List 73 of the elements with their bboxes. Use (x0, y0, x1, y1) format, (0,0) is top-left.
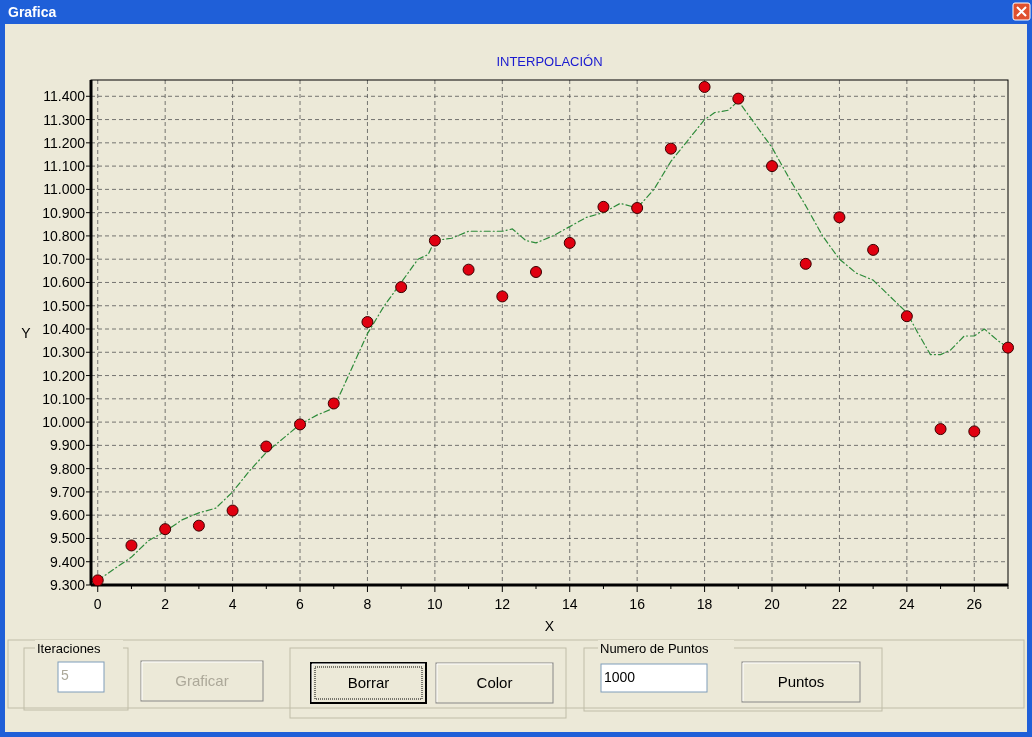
point (867, 243, 880, 256)
chart-title: INTERPOLACIÓN (496, 54, 603, 69)
point (125, 539, 138, 552)
y-tick-label: 10.700 (42, 251, 86, 268)
point (698, 80, 711, 93)
x-tick-label: 26 (966, 596, 983, 612)
x-tick-label: 8 (363, 596, 372, 612)
button: Color (435, 662, 554, 704)
y-tick-label: 10.400 (42, 321, 86, 338)
x-tick-label: 18 (696, 596, 713, 612)
point (968, 425, 981, 438)
button: Graficar (140, 660, 264, 702)
x-tick-label: 24 (899, 596, 915, 612)
point (799, 257, 812, 270)
point (597, 200, 610, 213)
point (496, 290, 509, 303)
point (159, 523, 172, 536)
y-tick-label: 9.900 (49, 437, 86, 454)
y-tick-label: 10.100 (42, 390, 86, 407)
point (732, 92, 745, 105)
point (395, 281, 408, 294)
y-tick-label: 10.200 (42, 367, 86, 384)
y-tick-label: 9.500 (49, 530, 86, 547)
point (294, 418, 307, 431)
y-tick-label: 9.700 (49, 483, 86, 500)
point (428, 234, 441, 247)
y-tick-label: 11.300 (43, 111, 86, 128)
point (934, 423, 947, 436)
y-tick-label: 9.300 (49, 577, 86, 593)
point (766, 160, 779, 173)
y-tick-label: 9.600 (49, 507, 86, 524)
button: Borrar (310, 662, 427, 704)
x-tick-label: 6 (296, 596, 305, 612)
point (361, 316, 374, 329)
x-tick-label: 22 (831, 596, 848, 612)
point (563, 236, 576, 249)
point (1002, 341, 1014, 354)
text-field: 1000 (600, 663, 708, 693)
y-tick-label: 10.600 (42, 274, 86, 291)
point (833, 211, 846, 224)
x-axis-title: X (544, 618, 555, 634)
x-tick-label: 16 (629, 596, 646, 612)
text-field: 5 (57, 661, 105, 693)
y-tick-label: 11.100 (43, 158, 86, 175)
point (226, 504, 239, 517)
x-tick-label: 14 (561, 596, 578, 612)
y-tick-label: 11.200 (43, 134, 86, 151)
x-tick-label: 4 (228, 596, 237, 612)
y-tick-label: 10.500 (42, 297, 86, 314)
y-tick-label: 9.800 (49, 460, 86, 477)
y-tick-label: 11.000 (43, 181, 86, 198)
x-tick-label: 10 (427, 596, 443, 612)
y-tick-label: 10.300 (42, 344, 86, 361)
x-tick-label: 0 (93, 596, 102, 612)
y-tick-label: 10.000 (42, 414, 86, 431)
y-tick-label: 11.400 (43, 88, 86, 105)
button: Puntos (741, 661, 861, 703)
point (900, 310, 913, 323)
y-tick-label: 10.800 (42, 227, 86, 244)
point (462, 263, 475, 276)
point (664, 142, 677, 155)
y-tick-label: 9.400 (49, 553, 86, 570)
y-axis-title: Y (21, 324, 32, 341)
point (530, 265, 543, 278)
point (631, 202, 644, 214)
point (91, 574, 104, 587)
point (192, 519, 205, 532)
x-tick-label: 2 (161, 596, 170, 612)
point (260, 440, 273, 453)
x-tick-label: 12 (494, 596, 511, 612)
x-tick-label: 20 (764, 596, 780, 612)
y-tick-label: 10.900 (42, 204, 86, 221)
point (327, 397, 340, 410)
